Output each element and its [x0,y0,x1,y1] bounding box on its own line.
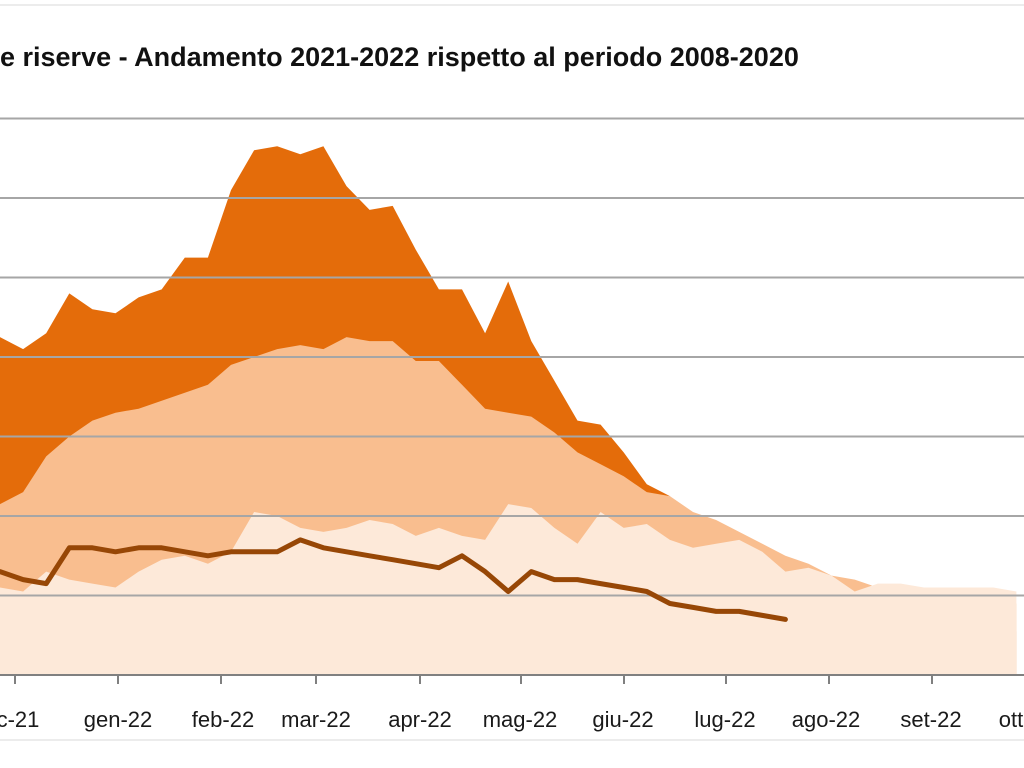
x-tick-label: set-22 [900,707,961,732]
x-tick-label: ott [999,707,1023,732]
x-tick-label: apr-22 [388,707,452,732]
x-tick-label: lug-22 [694,707,755,732]
x-tick-label: gen-22 [84,707,153,732]
x-tick-label: ago-22 [792,707,861,732]
axis-layer: c-21 gen-22 feb-22 mar-22 apr-22 mag-22 giu-22… [0,674,1024,732]
series-line-2022 [0,537,788,622]
x-tick-label: mag-22 [483,707,558,732]
x-tick-label: mar-22 [281,707,351,732]
x-tick-label: feb-22 [192,707,254,732]
x-tick-label: giu-22 [592,707,653,732]
chart-title-text: e riserve - Andamento 2021-2022 rispetto… [0,42,799,72]
grid-layer [0,117,1024,597]
line-layer [0,537,788,622]
x-tick-label: c-21 [0,707,39,732]
chart-title: e riserve - Andamento 2021-2022 rispetto… [0,42,1024,82]
frame-layer [0,4,1024,741]
